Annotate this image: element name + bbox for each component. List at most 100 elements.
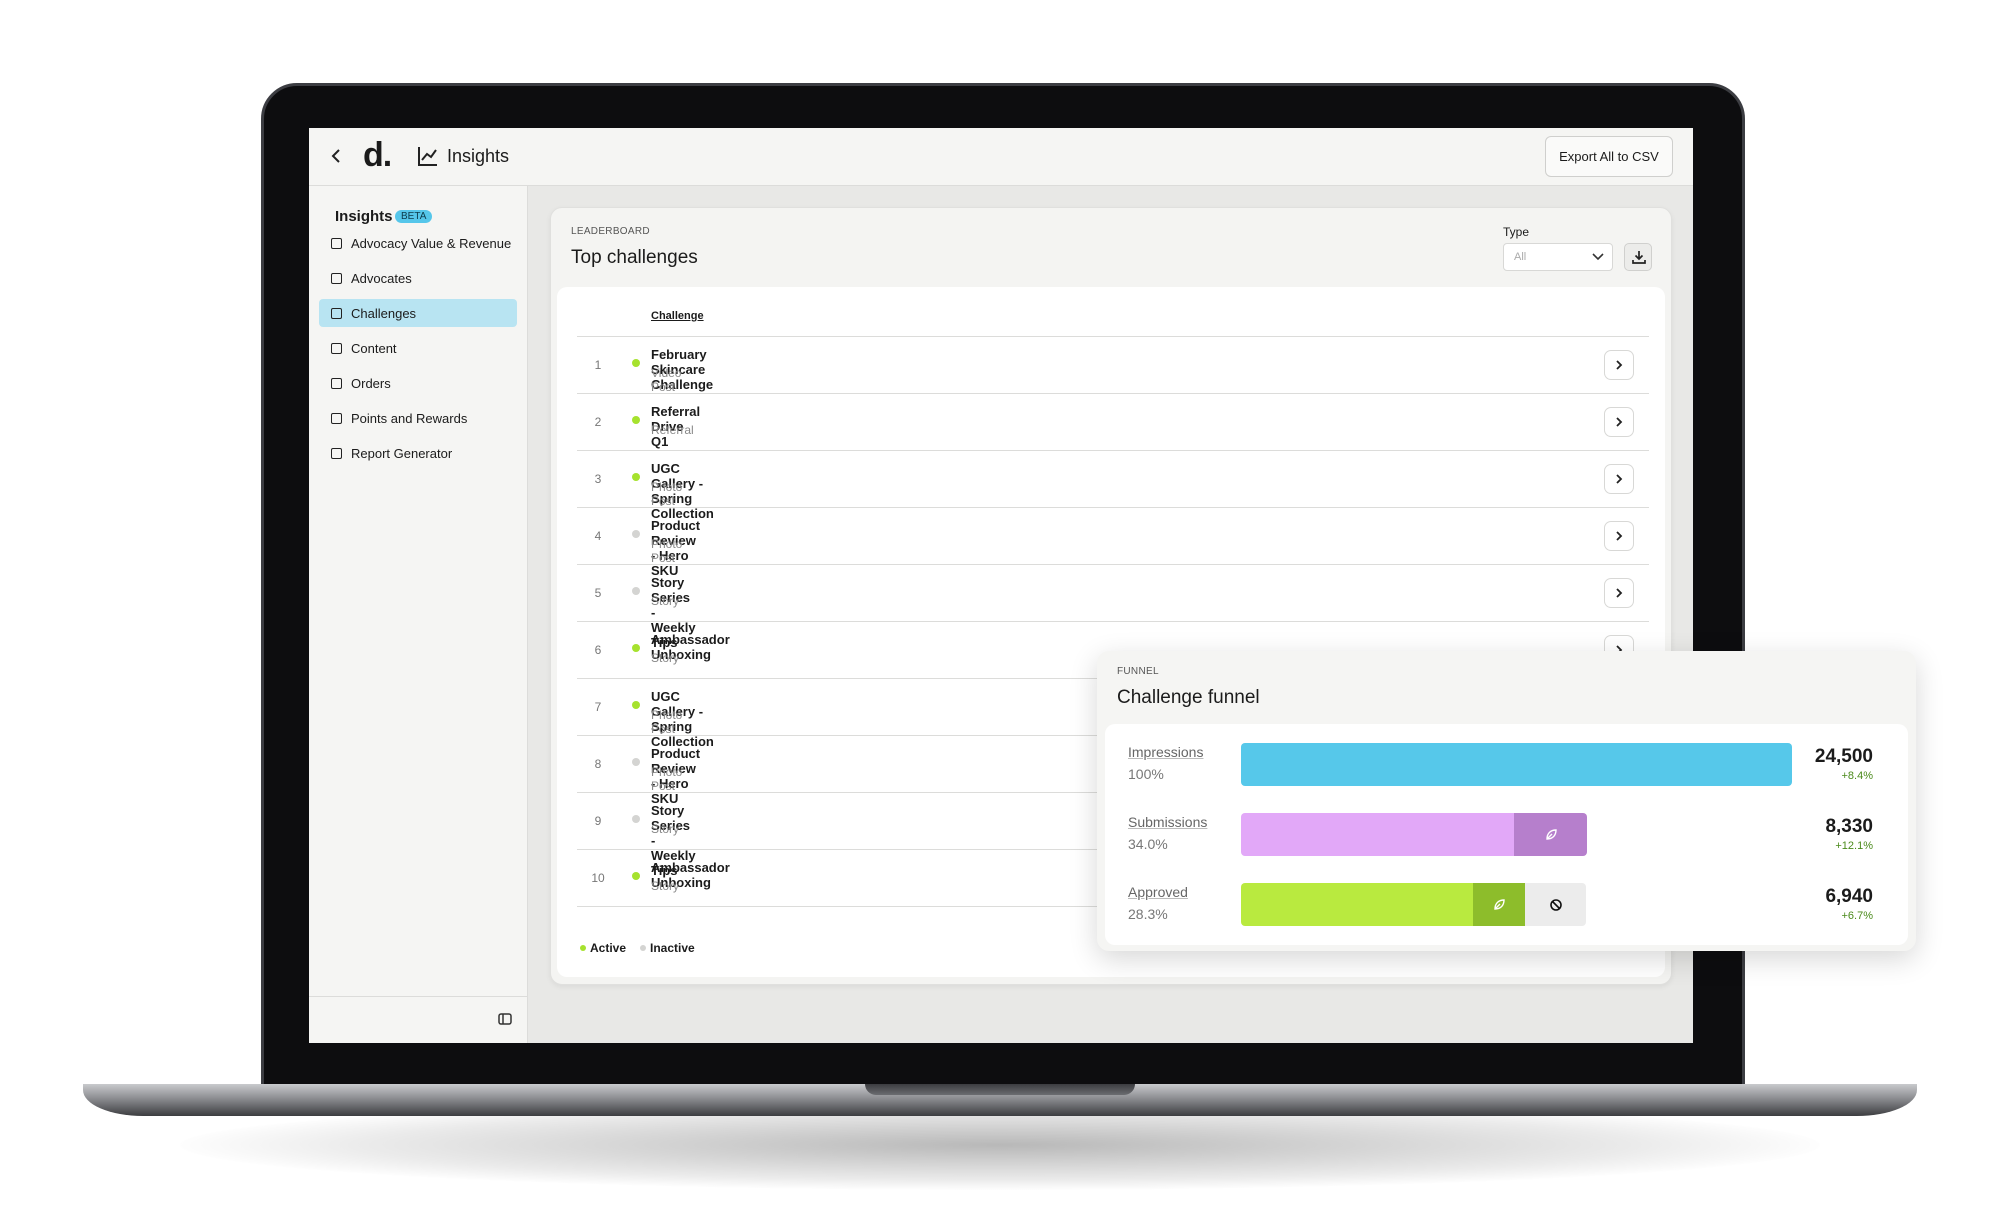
row-rule <box>577 621 1649 622</box>
sidebar-item[interactable]: Content <box>319 334 517 362</box>
bar-segment[interactable] <box>1514 813 1587 856</box>
chevron <box>1616 359 1623 370</box>
stage-share: 34.0% <box>1128 836 1168 852</box>
stage-bar <box>1241 813 1587 856</box>
challenge-name[interactable]: Referral Drive Q1 <box>651 403 701 449</box>
row-rule <box>577 507 1649 508</box>
status-dot <box>632 871 640 880</box>
challenge-type: Photo Post <box>651 536 683 565</box>
stage-share: 100% <box>1128 766 1164 782</box>
status-dot <box>632 529 640 538</box>
challenge-type: Photo Post <box>651 707 683 736</box>
column-header[interactable]: Challenge <box>651 310 704 322</box>
stage-value: 8,330 <box>1825 816 1873 837</box>
type-select[interactable]: All <box>1503 243 1613 271</box>
page-title: Insights <box>447 146 510 166</box>
stage-label: Approved <box>1128 884 1188 900</box>
rank: 10 <box>591 870 605 885</box>
challenge-name[interactable]: Ambassador Unboxing <box>651 859 730 890</box>
challenge-type: Story <box>651 650 680 665</box>
insights-icon <box>418 147 437 166</box>
download-button[interactable] <box>1624 243 1652 271</box>
challenge-name[interactable]: UGC Gallery - Spring Collection <box>651 688 714 749</box>
rank: 3 <box>594 471 602 486</box>
rank: 9 <box>594 813 602 828</box>
challenge-name[interactable]: February Skincare Challenge <box>651 346 714 392</box>
challenge-type: Story <box>651 593 680 608</box>
logo[interactable]: d. <box>363 136 392 174</box>
download-icon <box>1632 251 1646 264</box>
row-open-button[interactable] <box>1604 406 1634 437</box>
item-label: Report Generator <box>351 445 453 461</box>
legend-dot <box>640 945 646 951</box>
sidebar-item[interactable]: Advocates <box>319 264 517 292</box>
laptop-notch <box>865 1084 1135 1095</box>
card-title: Challenge funnel <box>1117 687 1260 708</box>
legend-item: Inactive <box>640 941 695 955</box>
status-dot <box>632 415 640 424</box>
challenge-type: Referral <box>651 422 694 437</box>
item-icon <box>331 307 342 319</box>
challenge-name[interactable]: Product Review - Hero SKU <box>651 745 701 806</box>
ban-icon <box>1549 898 1562 911</box>
sidebar-title: Insights <box>335 208 393 225</box>
stage-value: 6,940 <box>1825 886 1873 907</box>
leaf-icon <box>1494 898 1505 910</box>
sidebar-item[interactable]: Points and Rewards <box>319 404 517 432</box>
row-open-button[interactable] <box>1604 349 1634 380</box>
sidebar-item[interactable]: Orders <box>319 369 517 397</box>
chevron <box>1592 253 1604 261</box>
rank: 2 <box>594 414 602 429</box>
row-open-button[interactable] <box>1604 577 1634 608</box>
sidebar-item[interactable]: Advocacy Value & Revenue <box>319 229 517 257</box>
row-open-button[interactable] <box>1604 463 1634 494</box>
challenge-type: Photo Post <box>651 479 683 508</box>
stage-label: Impressions <box>1128 744 1204 760</box>
chevron <box>1616 416 1623 427</box>
status-dot <box>632 586 640 595</box>
funnel-card: FUNNEL Challenge funnel Impressions 100% 2… <box>1097 651 1916 951</box>
status-dot <box>632 757 640 766</box>
item-label: Content <box>351 340 397 356</box>
item-icon <box>331 377 342 389</box>
beta-badge: BETA <box>395 210 433 223</box>
stage-bar <box>1241 743 1792 786</box>
stage-share: 28.3% <box>1128 906 1168 922</box>
stage-change: +6.7% <box>1841 910 1874 922</box>
item-icon <box>331 237 342 249</box>
challenge-type: Story <box>651 821 680 836</box>
sidebar-item[interactable]: Challenges <box>319 299 517 327</box>
rank: 4 <box>594 528 602 543</box>
item-icon <box>331 272 342 284</box>
top-bar: d. Insights Export All to CSV <box>309 128 1693 186</box>
chevron <box>1616 587 1623 598</box>
item-label: Challenges <box>351 305 417 321</box>
card-eyebrow: FUNNEL <box>1117 666 1159 677</box>
bar-segment <box>1241 813 1514 856</box>
challenge-name[interactable]: Ambassador Unboxing <box>651 631 730 662</box>
challenge-name[interactable]: UGC Gallery - Spring Collection <box>651 460 714 521</box>
collapse-button[interactable] <box>498 1013 512 1025</box>
row-open-button[interactable] <box>1604 520 1634 551</box>
sidebar-item[interactable]: Report Generator <box>319 439 517 467</box>
item-label: Advocates <box>351 270 412 286</box>
item-icon <box>331 412 342 424</box>
bar-segment[interactable] <box>1525 883 1586 926</box>
header-rule <box>577 336 1649 337</box>
bar-segment[interactable] <box>1473 883 1525 926</box>
challenge-name[interactable]: Story Series - Weekly Tips <box>651 802 696 878</box>
challenge-name[interactable]: Product Review - Hero SKU <box>651 517 701 578</box>
item-label: Orders <box>351 375 391 391</box>
challenge-name[interactable]: Story Series - Weekly Tips <box>651 574 696 650</box>
sidebar: Insights BETA Advocacy Value & Revenue Ad… <box>309 186 528 1043</box>
back-button[interactable] <box>329 148 343 164</box>
challenge-type: Story <box>651 878 680 893</box>
filter-label: Type <box>1503 225 1530 239</box>
export-button[interactable]: Export All to CSV <box>1545 136 1673 177</box>
legend-item: Active <box>580 941 626 955</box>
status-dot <box>632 643 640 652</box>
rank: 1 <box>594 357 602 372</box>
card-title: Top challenges <box>571 247 698 268</box>
legend-label: Active <box>590 941 627 955</box>
item-icon <box>331 447 342 459</box>
